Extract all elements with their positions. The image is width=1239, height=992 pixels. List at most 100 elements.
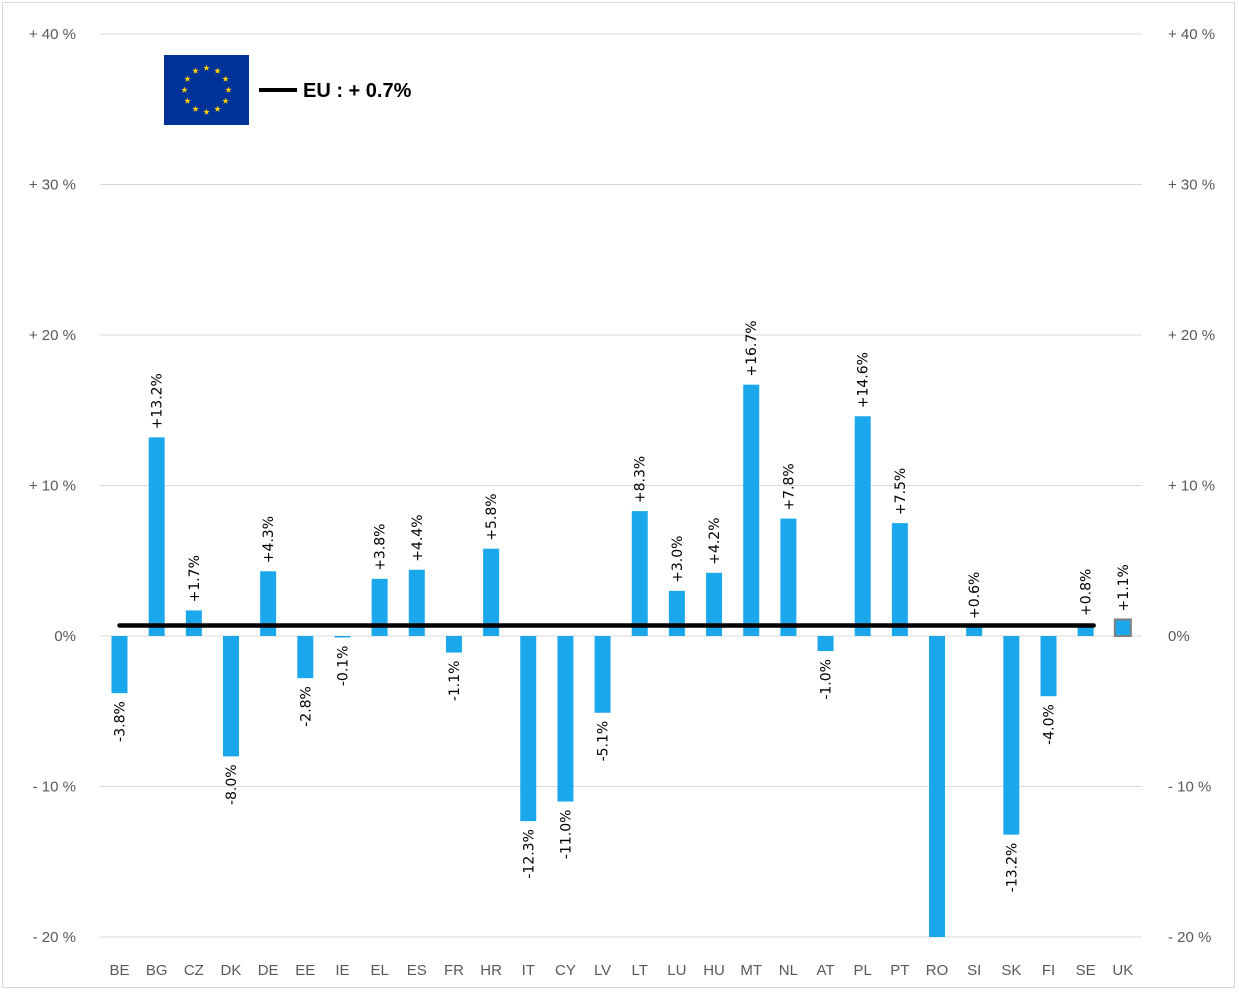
data-label: +14.6% (856, 352, 872, 408)
data-label: +3.8% (373, 523, 389, 570)
star-icon (214, 105, 221, 112)
y-axis-ticks: + 40 % + 40 % + 30 % + 30 % + 20 % + 20 % + 10… (29, 26, 1215, 946)
star-icon (184, 75, 191, 82)
legend-label: EU : + 0.7% (303, 80, 412, 102)
star-icon (214, 67, 221, 74)
data-label: -13.2% (1004, 843, 1020, 893)
eu-flag-stars (181, 64, 232, 115)
data-label: -1.0% (819, 659, 835, 700)
bar-ro (929, 636, 946, 937)
category-label: FI (1042, 962, 1055, 979)
bar-hu (706, 572, 723, 636)
star-icon (225, 86, 232, 93)
data-label: -0.1% (335, 646, 351, 687)
bar-lv (594, 636, 611, 713)
data-label: +1.7% (187, 555, 203, 602)
category-label: BG (146, 962, 168, 979)
star-icon (222, 75, 229, 82)
bar-cy (557, 636, 574, 802)
y-tick-label-left: + 10 % (29, 478, 76, 495)
bar-lt (631, 511, 648, 636)
category-label: DE (258, 962, 279, 979)
y-tick-label-right: + 30 % (1168, 177, 1215, 194)
data-label: +1.1% (1116, 564, 1132, 611)
y-tick-label-right: - 10 % (1168, 779, 1211, 796)
bar-be (111, 636, 128, 694)
category-label: SI (967, 962, 981, 979)
y-tick-label-left: + 40 % (29, 26, 76, 43)
category-label: EE (295, 962, 315, 979)
bar-ee (297, 636, 314, 679)
bar-hr (483, 548, 500, 636)
data-labels: -3.8% +13.2% +1.7% -8.0% +4.3% -2.8% -0.1% +3.8… (113, 320, 1132, 892)
data-label: +4.2% (707, 517, 723, 564)
y-tick-label-left: + 30 % (29, 177, 76, 194)
category-label: HU (703, 962, 725, 979)
bar-sk (1003, 636, 1020, 835)
category-label: CY (555, 962, 576, 979)
category-label: AT (817, 962, 835, 979)
data-label: -11.0% (558, 810, 574, 860)
x-axis-categories: BE BG CZ DK DE EE IE EL ES FR HR IT CY LV LT LU HU MT NL AT… (109, 962, 1133, 979)
bars (111, 384, 1132, 937)
bar-de (260, 571, 277, 636)
y-tick-label-right: + 20 % (1168, 327, 1215, 344)
bar-lu (668, 590, 685, 636)
star-icon (222, 97, 229, 104)
category-label: ES (407, 962, 427, 979)
star-icon (181, 86, 188, 93)
category-label: SK (1001, 962, 1021, 979)
y-tick-label-left: 0% (54, 628, 76, 645)
category-label: FR (444, 962, 464, 979)
data-label: +4.4% (410, 514, 426, 561)
data-label: +13.2% (150, 373, 166, 429)
category-label: MT (740, 962, 762, 979)
category-label: DK (221, 962, 242, 979)
star-icon (203, 108, 210, 115)
y-tick-label-right: 0% (1168, 628, 1190, 645)
y-tick-label-left: + 20 % (29, 327, 76, 344)
data-label: -4.0% (1042, 704, 1058, 745)
category-label: IE (335, 962, 349, 979)
data-label: +16.7% (744, 320, 760, 376)
data-label: +0.6% (967, 572, 983, 619)
category-label: UK (1112, 962, 1133, 979)
bar-nl (780, 518, 797, 636)
bar-cz (185, 610, 202, 636)
data-label: -2.8% (298, 686, 314, 727)
data-label: -3.8% (113, 701, 129, 742)
star-icon (203, 64, 210, 71)
bar-uk (1113, 618, 1132, 638)
data-label: +5.8% (484, 493, 500, 540)
bar-fi (1040, 636, 1057, 697)
category-label: PL (854, 962, 872, 979)
category-label: IT (522, 962, 535, 979)
category-label: NL (779, 962, 798, 979)
y-tick-label-right: + 40 % (1168, 26, 1215, 43)
y-tick-label-left: - 10 % (33, 779, 76, 796)
data-label: -12.3% (521, 829, 537, 879)
category-label: PT (890, 962, 909, 979)
category-label: RO (926, 962, 949, 979)
category-label: LV (594, 962, 611, 979)
data-label: +0.8% (1079, 569, 1095, 616)
bar-es (408, 569, 425, 636)
star-icon (192, 67, 199, 74)
bar-mt (743, 384, 760, 636)
data-label: +7.8% (781, 463, 797, 510)
data-label: -5.1% (596, 721, 612, 762)
gridlines (100, 33, 1142, 938)
category-label: LU (667, 962, 686, 979)
legend: EU : + 0.7% (164, 55, 412, 125)
category-label: BE (109, 962, 129, 979)
bar-fr (445, 636, 462, 653)
data-label: -8.0% (224, 764, 240, 805)
bar-pl (854, 416, 871, 636)
bar-el (371, 578, 388, 636)
y-tick-label-right: + 10 % (1168, 478, 1215, 495)
category-label: LT (632, 962, 648, 979)
bar-pt (891, 523, 908, 636)
data-label: +3.0% (670, 536, 686, 583)
